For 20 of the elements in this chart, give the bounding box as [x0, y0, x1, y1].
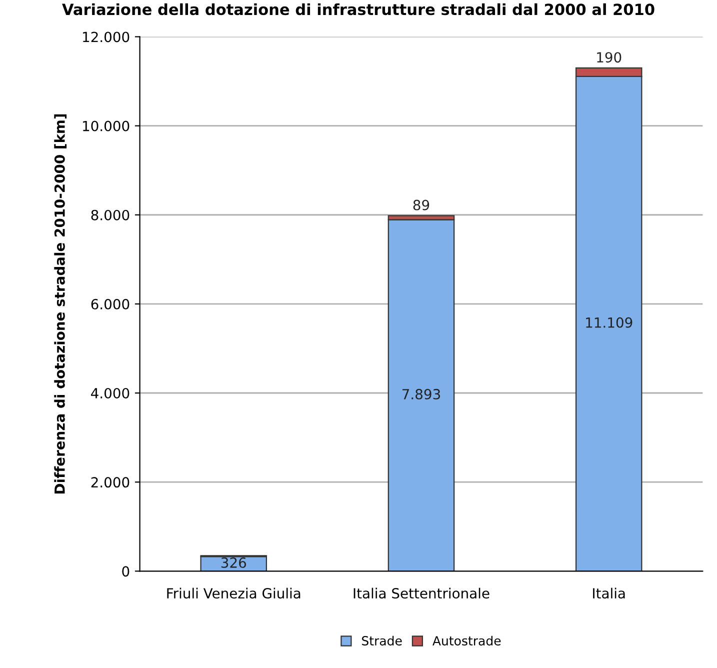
x-tick-label: Friuli Venezia Giulia	[167, 588, 300, 599]
y-tick-label: 0	[122, 566, 130, 577]
y-tick-label: 6.000	[91, 298, 130, 310]
chart-title: Variazione della dotazione di infrastrutture stradali dal 2000 al 2010	[62, 3, 654, 16]
data-label: 7.893	[402, 388, 440, 400]
y-tick-label: 8.000	[91, 210, 130, 220]
legend-label: Strade	[362, 636, 402, 646]
legend-label: Autostrade	[432, 636, 501, 646]
y-axis-title: Differenza di dotazione stradale 2010-2000 [km]	[54, 114, 67, 494]
x-tick-label: Italia	[593, 588, 625, 599]
y-tick-label: 2.000	[91, 477, 130, 488]
data-label: 11.109	[586, 317, 632, 328]
data-label: 190	[597, 52, 622, 63]
y-tick-label: 10.000	[83, 120, 130, 132]
data-label: 326	[221, 557, 246, 568]
y-tick-label: 4.000	[91, 388, 130, 398]
y-tick-label: 12.000	[83, 32, 130, 42]
bar	[388, 219, 455, 572]
data-label: 89	[413, 200, 430, 210]
x-tick-label: Italia Settentrionale	[354, 588, 490, 599]
